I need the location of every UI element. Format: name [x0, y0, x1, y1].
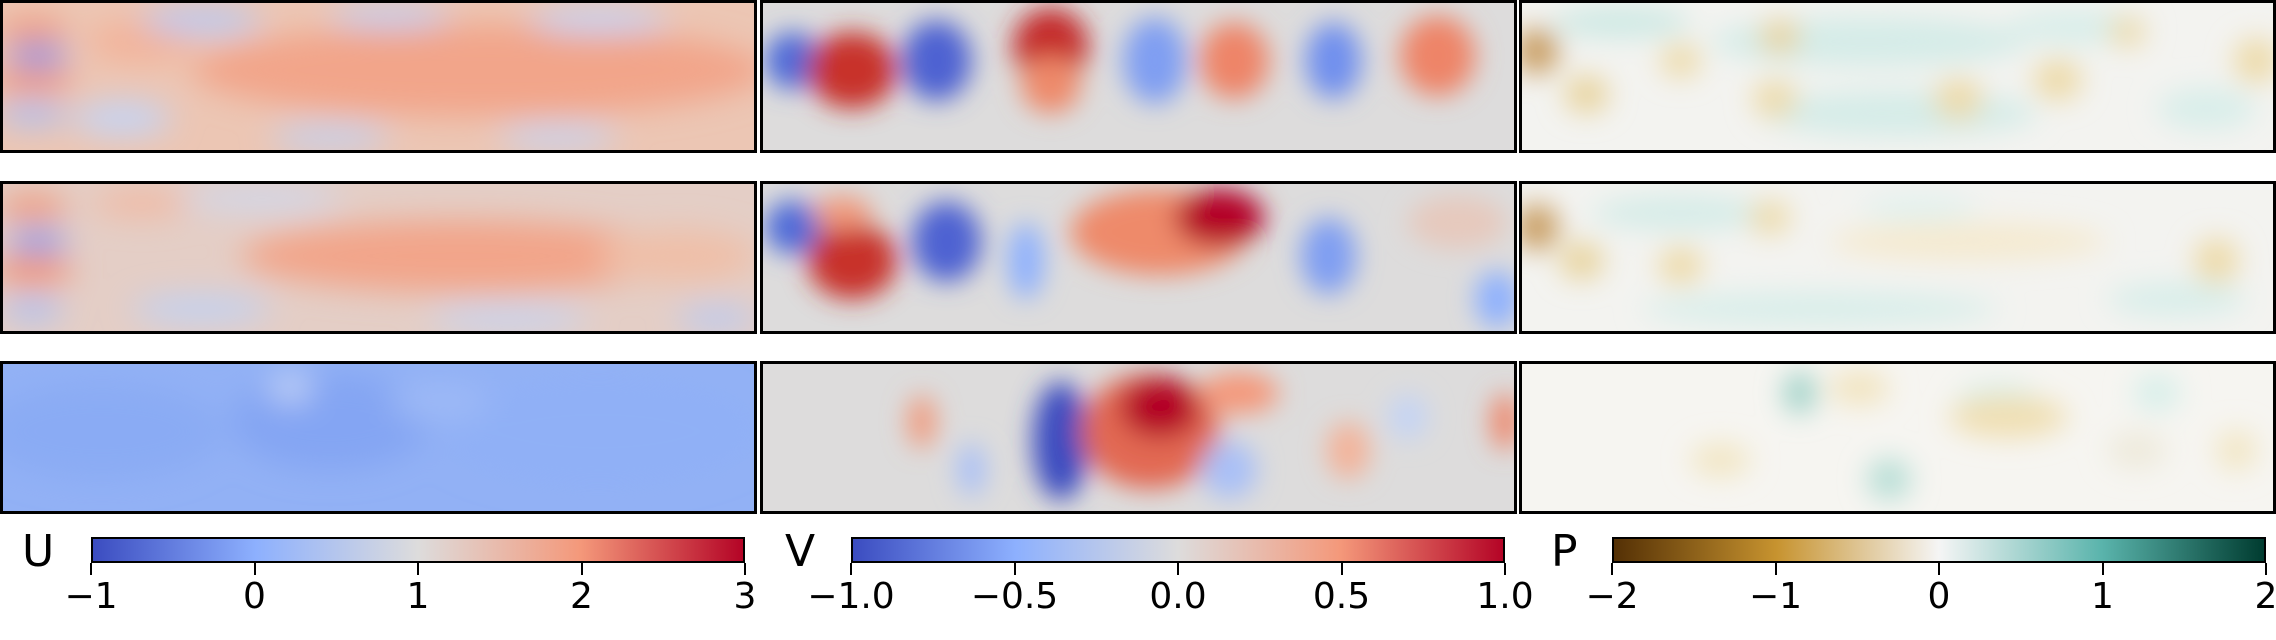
colorbar-tick-label: 1.0 [1476, 576, 1534, 617]
colorbar-tick-label: 0.0 [1149, 576, 1207, 617]
colorbar-tick-label: 1 [406, 576, 430, 617]
colorbar-tick [2101, 563, 2104, 575]
colorbar-tick-label: −1 [64, 576, 118, 617]
v-field-row3 [760, 361, 1517, 514]
colorbar-tick-label: 0 [243, 576, 266, 617]
colorbar-u-gradient [91, 537, 745, 563]
colorbar-tick-label: 1 [2091, 576, 2114, 617]
colorbar-tick [1774, 563, 1777, 575]
p-field-row2 [1519, 181, 2276, 334]
p-field-row1 [1519, 0, 2276, 153]
colorbar-tick [580, 563, 583, 575]
colorbar-tick [1177, 563, 1179, 575]
colorbar-tick-label: 0.5 [1312, 576, 1371, 617]
colorbar-tick-label: 3 [733, 576, 757, 617]
colorbar-tick [850, 563, 852, 575]
colorbar-tick [1013, 563, 1016, 575]
colorbar-u-label: U [22, 526, 55, 577]
colorbar-tick-label: −1.0 [807, 576, 895, 617]
colorbar-tick-label: −1 [1748, 576, 1803, 617]
colorbar-tick-label: −0.5 [970, 576, 1059, 617]
colorbar-tick [2265, 563, 2267, 575]
v-field-row1 [760, 0, 1517, 153]
colorbar-tick [744, 563, 746, 575]
colorbar-tick [1611, 563, 1613, 575]
colorbar-tick [90, 563, 92, 575]
colorbar-v-label: V [785, 526, 816, 577]
u-field-row3 [0, 361, 757, 514]
colorbar-v-gradient [851, 537, 1505, 563]
v-field-row2 [760, 181, 1517, 334]
colorbar-p-gradient [1612, 537, 2266, 563]
colorbar-tick [417, 563, 419, 575]
p-field-row3 [1519, 361, 2276, 514]
colorbar-tick [253, 563, 256, 575]
colorbar-p-label: P [1551, 526, 1578, 577]
colorbar-tick-label: −2 [1585, 576, 1639, 617]
colorbar-tick-label: 2 [570, 576, 593, 617]
u-field-row2 [0, 181, 757, 334]
colorbar-tick [1504, 563, 1506, 575]
u-field-row1 [0, 0, 757, 153]
colorbar-tick-label: 2 [2254, 576, 2276, 617]
colorbar-tick [1938, 563, 1940, 575]
colorbar-tick [1340, 563, 1343, 575]
colorbar-tick-label: 0 [1927, 576, 1951, 617]
